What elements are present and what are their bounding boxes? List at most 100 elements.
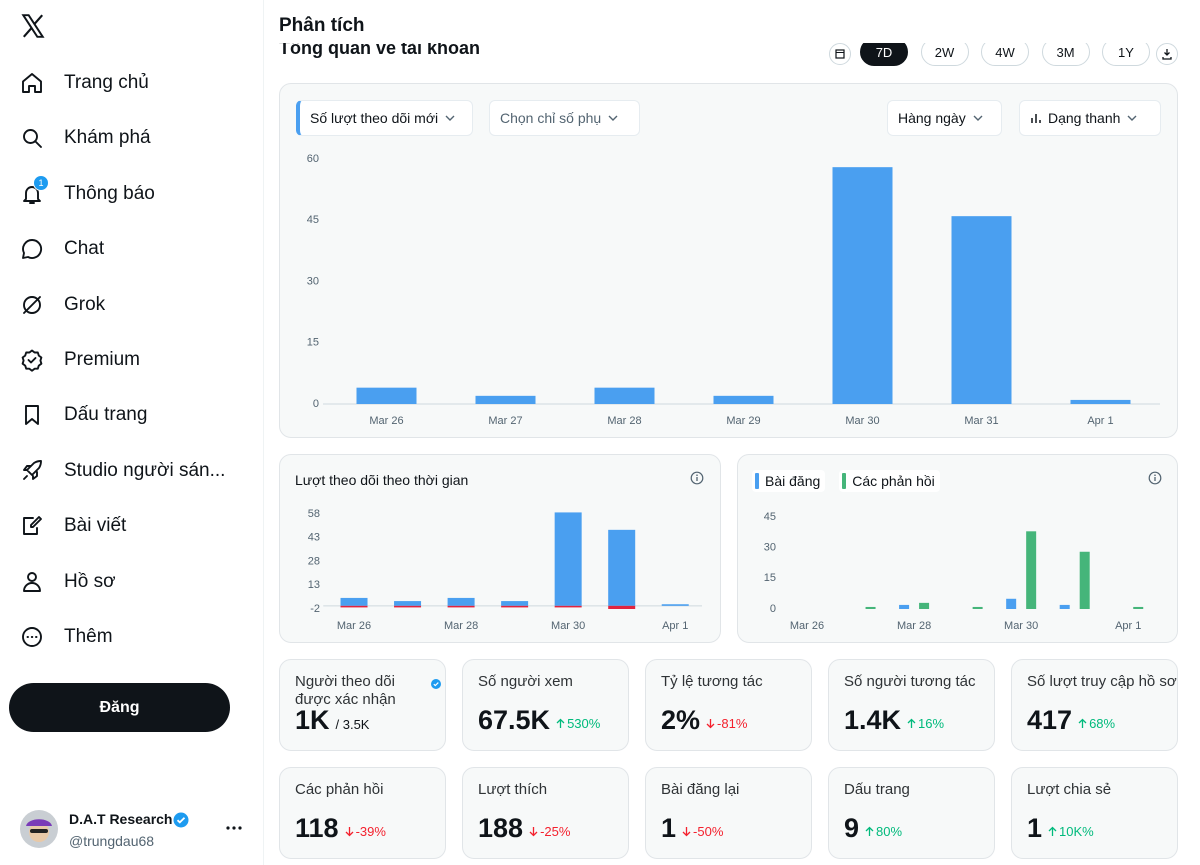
legend-item[interactable]: Các phản hồi [839, 470, 940, 492]
bar-icon [1031, 114, 1041, 123]
nav-item[interactable]: Chat [14, 227, 254, 271]
legend-swatch [755, 473, 759, 489]
icon-path [22, 73, 42, 93]
nav-label: Premium [64, 349, 141, 370]
metric-dropdown[interactable]: Số lượt theo dõi mới [296, 100, 473, 136]
metric-value: 2% [661, 705, 701, 735]
change-value: 16% [918, 716, 945, 731]
metric-value: 188 [478, 813, 524, 843]
secondary-metric-dropdown[interactable]: Chọn chỉ số phụ [489, 100, 640, 136]
chevron [445, 115, 455, 121]
nav-item[interactable]: Khám phá [14, 116, 254, 160]
nav-icon [25, 405, 39, 426]
nav-item[interactable]: Grok [14, 283, 254, 327]
metric-label: Tỷ lệ tương tác [661, 673, 763, 690]
chart-style-dropdown[interactable]: Dạng thanh [1019, 100, 1161, 136]
metric-card[interactable]: Lượt thích 188 -25% [462, 767, 629, 859]
account-handle: @trungdau68 [69, 833, 155, 849]
dropdown-label: Hàng ngày [898, 110, 966, 126]
change-value: 68% [1089, 716, 1116, 731]
metric-change: -25% [529, 824, 570, 839]
metric-label: Người theo dõi được xác nhận [295, 673, 396, 708]
badge-check [433, 682, 439, 687]
info-icon[interactable] [1148, 471, 1162, 485]
icon-path [22, 627, 42, 647]
legend-item[interactable]: Bài đăng [752, 470, 826, 492]
metric-change: -81% [706, 716, 747, 731]
section-title: Tổng quan về tài khoản [279, 38, 481, 58]
download-button[interactable] [1156, 42, 1178, 66]
arrow-path [682, 827, 691, 837]
metric-card[interactable]: Người theo dõi được xác nhận 1K / 3.5K [279, 659, 446, 751]
metric-row: 1.4K 16% [844, 705, 944, 736]
calendar-button[interactable] [829, 42, 851, 66]
account-name: D.A.T Research [69, 811, 173, 827]
icon-path [25, 405, 39, 426]
metric-row: 188 -25% [478, 813, 570, 844]
metric-value: 1.4K [844, 705, 902, 735]
trend-arrow [1078, 718, 1087, 728]
change-value: -50% [693, 824, 724, 839]
nav-label: Bài viết [64, 515, 127, 537]
nav-item[interactable]: Hồ sơ [14, 560, 254, 604]
dropdown-label: Dạng thanh [1048, 110, 1121, 126]
metric-label: Dấu trang [844, 781, 910, 798]
metric-value: 1 [1027, 813, 1043, 843]
metric-card[interactable]: Bài đăng lại 1 -50% [645, 767, 812, 859]
metric-row: 2% -81% [661, 705, 747, 736]
metric-label: Số người xem [478, 673, 573, 690]
trend-arrow [865, 826, 874, 836]
nav-item[interactable]: Premium [14, 338, 254, 382]
icon-path [21, 349, 43, 372]
metric-label: Bài đăng lại [661, 781, 740, 798]
metric-change: 10K% [1048, 824, 1094, 839]
metric-card[interactable]: Dấu trang 9 80% [828, 767, 995, 859]
metric-card[interactable]: Tỷ lệ tương tác 2% -81% [645, 659, 812, 751]
nav-item[interactable]: Thông báo [14, 172, 254, 216]
legend-label: Bài đăng [765, 473, 821, 489]
change-value: 80% [876, 824, 903, 839]
account-menu[interactable] [226, 824, 242, 832]
nav-icon [23, 571, 41, 592]
interval-dropdown[interactable]: Hàng ngày [887, 100, 1002, 136]
main-chart-card [279, 83, 1178, 438]
metric-row: 1 -50% [661, 813, 723, 844]
arrow-path [706, 719, 715, 729]
metric-card[interactable]: Lượt chia sẻ 1 10K% [1011, 767, 1178, 859]
nav-item[interactable]: Thêm [14, 615, 254, 659]
header: Phân tích [264, 0, 1200, 43]
metric-secondary: / 3.5K [335, 717, 370, 732]
nav-item[interactable]: Trang chủ [14, 61, 254, 105]
metric-card[interactable]: Các phản hồi 118 -39% [279, 767, 446, 859]
icon-path [23, 516, 42, 536]
metric-card[interactable]: Số người tương tác 1.4K 16% [828, 659, 995, 751]
metric-card[interactable]: Số lượt truy cập hồ sơ 417 68% [1011, 659, 1178, 751]
metric-value: 1 [661, 813, 677, 843]
nav-label: Thông báo [64, 182, 155, 204]
nav-item[interactable]: Dấu trang [14, 393, 254, 437]
nav-item[interactable]: Studio người sán... [14, 449, 254, 493]
trend-arrow [682, 827, 691, 837]
badge-circle [431, 679, 441, 689]
icon-path [23, 459, 42, 480]
arrow-path [345, 827, 354, 837]
change-value: 530% [567, 716, 601, 731]
nav-icon [22, 73, 42, 93]
nav-label: Chat [64, 238, 105, 260]
nav-icon [23, 516, 42, 536]
metric-row: 1K / 3.5K [295, 705, 369, 736]
info-icon[interactable] [690, 471, 704, 485]
nav-icon [23, 129, 42, 149]
divider [263, 0, 264, 865]
nav-item[interactable]: Bài viết [14, 504, 254, 548]
avatar[interactable] [20, 810, 58, 848]
metric-card[interactable]: Số người xem 67.5K 530% [462, 659, 629, 751]
metric-change: 16% [907, 716, 944, 731]
nav-icon [23, 459, 42, 480]
x-logo[interactable] [20, 13, 46, 39]
metric-value: 67.5K [478, 705, 551, 735]
nav-label: Dấu trang [64, 404, 148, 426]
post-button[interactable]: Đăng [9, 683, 230, 732]
metric-change: 80% [865, 824, 902, 839]
